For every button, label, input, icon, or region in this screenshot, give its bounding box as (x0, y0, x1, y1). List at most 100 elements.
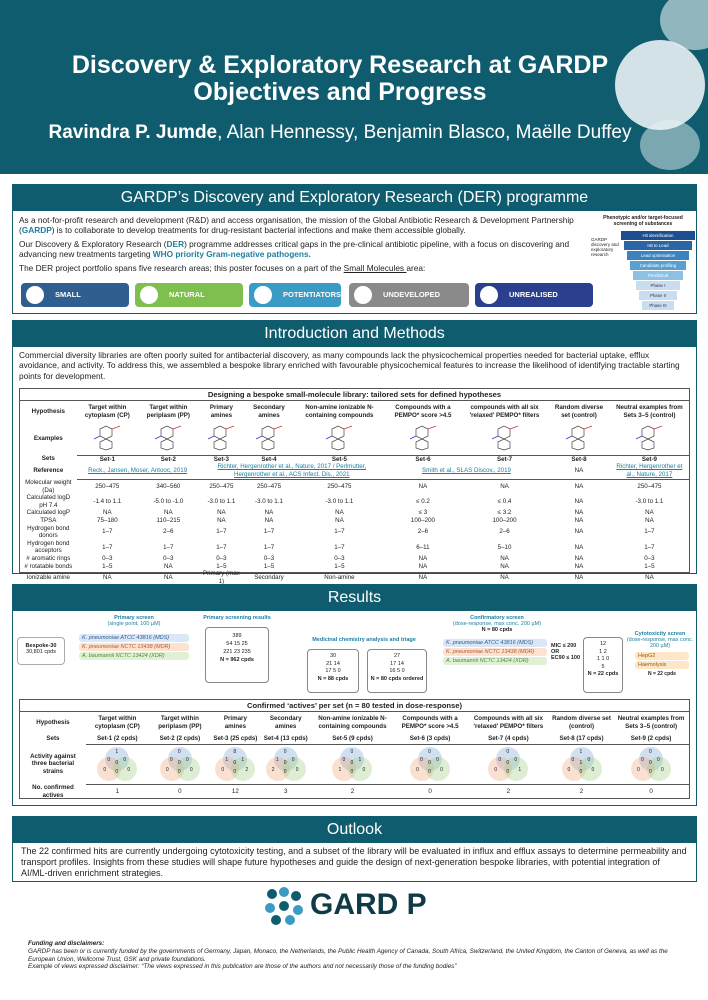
intro-panel: Introduction and Methods Commercial dive… (12, 320, 697, 609)
property-value: 1–7 (644, 528, 655, 536)
venn-count: 0 (169, 757, 173, 763)
strain-label: A. baumannii NCTC 13424 (XDR) (443, 657, 547, 665)
venn-circle (105, 747, 130, 771)
funnel-caption: Phenotypic and/or target-focused screeni… (603, 215, 683, 227)
cytotoxicity-assays: HepG2 Haemolysis N = 22 cpds (635, 651, 689, 677)
venn-count: 1 (358, 757, 362, 763)
ca-actives-cell: 3 (283, 788, 288, 796)
reference-link[interactable]: Smith et al., SLAS Discov., 2019 (422, 467, 512, 475)
venn-count: 0 (579, 769, 583, 775)
pipeline-funnel: Phenotypic and/or target-focused screeni… (591, 215, 695, 313)
library-table-title: Designing a bespoke small-molecule libra… (20, 389, 689, 401)
der-text: As a not-for-profit research and develop… (19, 215, 574, 273)
structure-cell (460, 423, 549, 456)
property-value: 2–6 (417, 528, 429, 536)
property-label: Calculated logP (26, 509, 70, 517)
venn-count: 0 (283, 760, 287, 766)
ca-set-cell: Set-1 (2 cpds) (85, 734, 149, 745)
property-value: 1–5 (216, 562, 227, 570)
venn-count: 0 (115, 769, 119, 775)
structure-cell (76, 423, 139, 456)
venn-count: 1 (579, 760, 583, 766)
property-value: ≤ 0.4 (497, 498, 512, 506)
reference-cell: NA (548, 463, 610, 480)
venn-count: 2 (271, 767, 275, 773)
property-value: Secondary (254, 574, 284, 582)
venn-circle (113, 757, 138, 781)
property-value: 1–5 (102, 562, 113, 570)
property-value: 250–475 (256, 483, 282, 491)
venn-count: 0 (189, 767, 193, 773)
property-value: NA (500, 562, 509, 570)
property-value: NA (418, 555, 428, 563)
property-label: Hydrogen bond acceptors (27, 539, 70, 555)
property-value: 250–475 (209, 483, 234, 491)
property-value: ≤ 0.2 (416, 498, 430, 506)
ca-actives-cell: 0 (649, 788, 653, 796)
venn-count: 1 (275, 757, 279, 763)
ca-header-cell: Neutral examples from Sets 3–5 (control) (617, 715, 685, 730)
property-value: 1–7 (163, 543, 174, 551)
venn-circle (647, 757, 672, 781)
reference-cell[interactable]: Richter, Hergenrother et al., Nature, 20… (609, 463, 689, 480)
library-table-box: Designing a bespoke small-molecule libra… (19, 388, 690, 609)
strain-label: K. pneumoniae ATCC 43816 (MDS) (443, 639, 547, 647)
reference-cell[interactable]: Richter, Hergenrother et al., Nature, 20… (198, 463, 385, 480)
property-value: NA (164, 562, 173, 570)
funnel-label: GARDP discovery and exploratory research (591, 237, 619, 257)
reference-link[interactable]: Reck., Jansen, Moser, Antooc, 2019 (88, 467, 188, 475)
venn-circle (410, 757, 435, 781)
property-value: 2–6 (163, 528, 174, 536)
venn-count: 0 (362, 767, 366, 773)
venn-circle (332, 757, 357, 781)
reference-link[interactable]: Richter, Hergenrother et al., Nature, 20… (616, 463, 683, 478)
venn-count: 0 (177, 769, 181, 775)
property-value: NA (264, 509, 274, 517)
decor-bubble (640, 120, 700, 170)
primary-screen-label: Primary screen (single point, 100 µM) (107, 615, 161, 627)
reference-link[interactable]: Richter, Hergenrother et al., Nature, 20… (217, 463, 367, 478)
property-value: 0–3 (216, 555, 227, 563)
property-value: Non-amine (324, 574, 355, 582)
venn-count: 0 (649, 769, 652, 775)
ca-set-cell: Set-4 (13 cpds) (259, 734, 312, 745)
venn-circle (504, 757, 529, 781)
molecule-structure-icon (208, 426, 235, 451)
venn-count: 0 (416, 767, 419, 773)
strain-label: K. pneumoniae NCTC 13438 (MDR) (79, 643, 189, 651)
property-value: 0–3 (102, 555, 113, 563)
confirmed-actives-table: Hypothesis Target within cytoplasm (CP) Ta… (20, 712, 689, 799)
cyto-assay: Haemolysis (635, 661, 689, 669)
property-value: NA (418, 562, 428, 570)
property-row: # rotatable bonds 1–5 NA 1–5 1–5 1–5 NA NA NA 1–5 (20, 563, 689, 571)
ca-actives-cell: 0 (178, 788, 182, 796)
property-value: ≤ 3.2 (497, 509, 512, 517)
molecule-structure-icon (94, 426, 121, 451)
venn-count: 0 (291, 757, 295, 763)
reference-cell[interactable]: Reck., Jansen, Moser, Antooc, 2019 (76, 463, 199, 480)
property-value: 1–7 (263, 543, 275, 551)
set-cell: Set-7 (496, 455, 513, 463)
venn-count: 0 (661, 767, 664, 773)
research-area-icon (354, 286, 372, 304)
property-value: -3.0 to 1.1 (635, 498, 664, 506)
property-label: Molecular weight (Da) (25, 479, 72, 494)
molecule-structure-icon (155, 426, 182, 451)
venn-count: 1 (338, 767, 342, 773)
venn-count: 0 (637, 767, 640, 773)
funnel-stage: Hit to Lead (624, 241, 692, 250)
venn-circle (273, 747, 298, 771)
research-area-pill: UNDEVELOPED AGENTS (349, 283, 469, 323)
structure-cell (293, 423, 385, 456)
property-value: NA (418, 483, 428, 491)
research-area-icon (254, 286, 272, 304)
property-value: 1–5 (263, 562, 275, 570)
venn-count: 0 (350, 760, 354, 766)
reference-cell[interactable]: Smith et al., SLAS Discov., 2019 (384, 463, 549, 480)
venn-circle (97, 757, 122, 781)
venn-count: 0 (283, 769, 287, 775)
confirmed-actives-box: Confirmed ‘actives’ per set (n = 80 test… (19, 699, 690, 799)
